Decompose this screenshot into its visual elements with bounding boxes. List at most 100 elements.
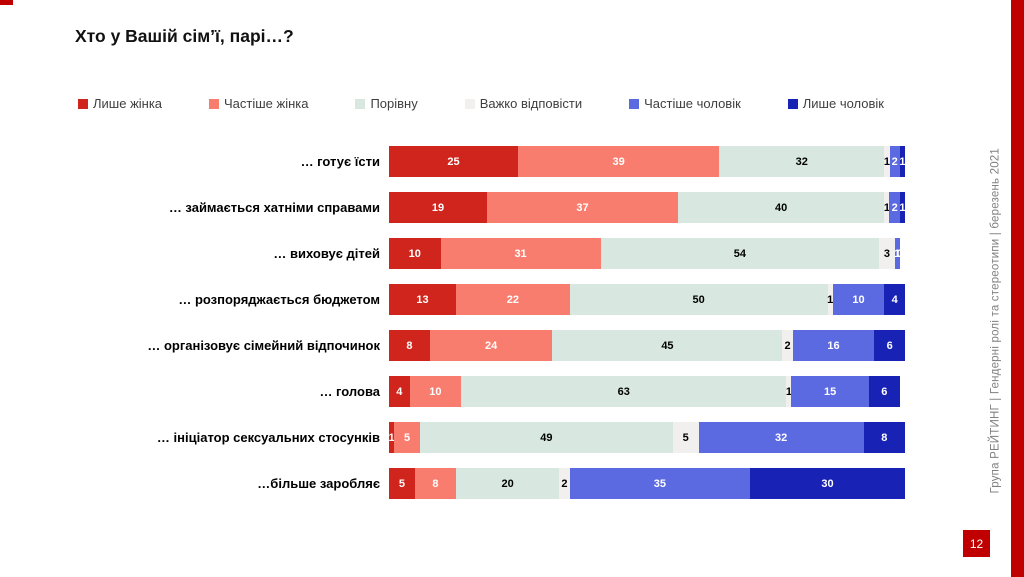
legend-label: Порівну bbox=[370, 96, 418, 111]
bar-value-label: 2 bbox=[891, 201, 898, 214]
bar-segment: 30 bbox=[750, 468, 905, 499]
bar-segment: 40 bbox=[677, 192, 885, 223]
bar-value-label: 1 bbox=[883, 155, 890, 168]
bar-value-label: 8 bbox=[406, 339, 413, 352]
bar-segment: 8 bbox=[863, 422, 905, 453]
bar-track: 19 37 40 1 2 1 bbox=[389, 192, 905, 223]
bar-segment: 2 bbox=[559, 468, 570, 499]
bar-value-label: 6 bbox=[881, 385, 888, 398]
bar-value-label: 20 bbox=[501, 477, 514, 490]
legend-label: Частіше чоловік bbox=[644, 96, 741, 111]
chart-row: … займається хатніми справами 19 37 40 1 2 1 bbox=[80, 192, 905, 223]
bar-segment: 1 bbox=[389, 422, 395, 453]
legend-label: Важко відповісти bbox=[479, 96, 583, 111]
bar-value-label: 2 bbox=[891, 155, 898, 168]
bar-value-label: 39 bbox=[612, 155, 625, 168]
chart-legend: Лише жінка Частіше жінка Порівну Важко відп… bbox=[78, 96, 884, 111]
bar-segment: 22 bbox=[456, 284, 570, 315]
bar-segment: 19 bbox=[389, 192, 488, 223]
bar-value-label: 25 bbox=[447, 155, 460, 168]
page-number-badge: 12 bbox=[963, 530, 990, 557]
bar-segment: 25 bbox=[389, 146, 518, 177]
bar-segment: 1 bbox=[827, 284, 834, 315]
bar-segment: 4 bbox=[884, 284, 905, 315]
legend-label: Лише чоловік bbox=[802, 96, 884, 111]
category-label: … голова bbox=[319, 384, 380, 399]
bar-segment: 1 bbox=[894, 238, 900, 269]
bar-track: 1 5 49 5 32 8 bbox=[389, 422, 905, 453]
bar-value-label: 13 bbox=[416, 293, 429, 306]
bar-value-label: 4 bbox=[396, 385, 403, 398]
category-label: … організовує сімейний відпочинок bbox=[147, 338, 380, 353]
legend-item: Лише жінка bbox=[78, 96, 162, 111]
bar-value-label: 2 bbox=[561, 477, 568, 490]
chart-row: … ініціатор сексуальних стосунків 1 5 49 5 32… bbox=[80, 422, 905, 453]
bar-segment: 16 bbox=[792, 330, 875, 361]
chart-row: …більше заробляє 5 8 20 2 35 30 bbox=[80, 468, 905, 499]
bar-track: 4 10 63 1 15 6 bbox=[389, 376, 905, 407]
bar-value-label: 31 bbox=[514, 247, 527, 260]
bar-segment: 10 bbox=[389, 238, 441, 269]
bar-segment: 37 bbox=[487, 192, 678, 223]
bar-value-label: 22 bbox=[506, 293, 519, 306]
bar-value-label: 16 bbox=[827, 339, 840, 352]
bar-segment: 20 bbox=[456, 468, 560, 499]
bar-value-label: 2 bbox=[784, 339, 791, 352]
top-left-accent bbox=[0, 0, 13, 5]
bar-segment: 3 bbox=[879, 238, 895, 269]
bar-segment: 5 bbox=[389, 468, 415, 499]
category-label: … займається хатніми справами bbox=[168, 200, 380, 215]
legend-item: Важко відповісти bbox=[464, 96, 583, 111]
bar-value-label: 8 bbox=[432, 477, 439, 490]
bar-value-label: 50 bbox=[692, 293, 705, 306]
bar-segment: 31 bbox=[440, 238, 601, 269]
bar-segment: 1 bbox=[883, 192, 890, 223]
chart-row: … організовує сімейний відпочинок 8 24 45 2 1… bbox=[80, 330, 906, 361]
bar-value-label: 15 bbox=[824, 385, 837, 398]
bar-segment: 5 bbox=[394, 422, 420, 453]
bar-track: 10 31 54 3 1 0 bbox=[389, 238, 905, 269]
bar-value-label: 24 bbox=[485, 339, 498, 352]
bar-value-label: 1 bbox=[883, 201, 890, 214]
bar-segment: 35 bbox=[569, 468, 751, 499]
bar-segment: 39 bbox=[518, 146, 720, 177]
bar-value-label: 54 bbox=[733, 247, 746, 260]
bar-value-label: 10 bbox=[852, 293, 865, 306]
bar-value-label: 0 bbox=[896, 247, 903, 260]
bar-segment: 13 bbox=[389, 284, 457, 315]
bar-segment: 32 bbox=[719, 146, 885, 177]
legend-swatch bbox=[787, 98, 798, 109]
legend-swatch bbox=[209, 98, 219, 109]
bar-segment: 8 bbox=[414, 468, 457, 499]
legend-label: Частіше жінка bbox=[224, 96, 309, 111]
bar-value-label: 5 bbox=[403, 431, 411, 444]
bar-segment: 5 bbox=[672, 422, 699, 453]
bar-segment: 6 bbox=[868, 376, 900, 407]
category-label: … ініціатор сексуальних стосунків bbox=[156, 430, 380, 445]
bar-value-label: 19 bbox=[431, 201, 445, 214]
bar-value-label: 8 bbox=[881, 431, 888, 444]
bar-value-label: 32 bbox=[795, 155, 808, 168]
bar-segment: 1 bbox=[883, 146, 890, 177]
legend-item: Порівну bbox=[355, 96, 418, 111]
bar-value-label: 1 bbox=[827, 293, 834, 306]
legend-swatch bbox=[355, 98, 366, 109]
right-edge-accent-bar bbox=[1011, 0, 1024, 577]
legend-label: Лише жінка bbox=[93, 96, 163, 111]
bar-value-label: 37 bbox=[576, 201, 589, 214]
bar-value-label: 5 bbox=[682, 431, 689, 444]
bar-segment: 63 bbox=[461, 376, 787, 407]
bar-segment: 8 bbox=[389, 330, 430, 361]
bar-value-label: 35 bbox=[653, 477, 666, 490]
bar-segment: 15 bbox=[791, 376, 869, 407]
page-title: Хто у Вашій сім’ї, парі…? bbox=[75, 26, 294, 46]
bar-track: 5 8 20 2 35 30 bbox=[389, 468, 905, 499]
bar-value-label: 4 bbox=[891, 293, 898, 306]
bar-segment: 10 bbox=[832, 284, 885, 315]
chart-rows: … готує їсти 25 39 32 1 2 1… займається хатнім… bbox=[80, 146, 905, 514]
bar-segment: 32 bbox=[698, 422, 864, 453]
bar-track: 13 22 50 1 10 4 bbox=[389, 284, 905, 315]
category-label: … розпоряджається бюджетом bbox=[178, 292, 380, 307]
bar-segment: 2 bbox=[889, 192, 900, 223]
